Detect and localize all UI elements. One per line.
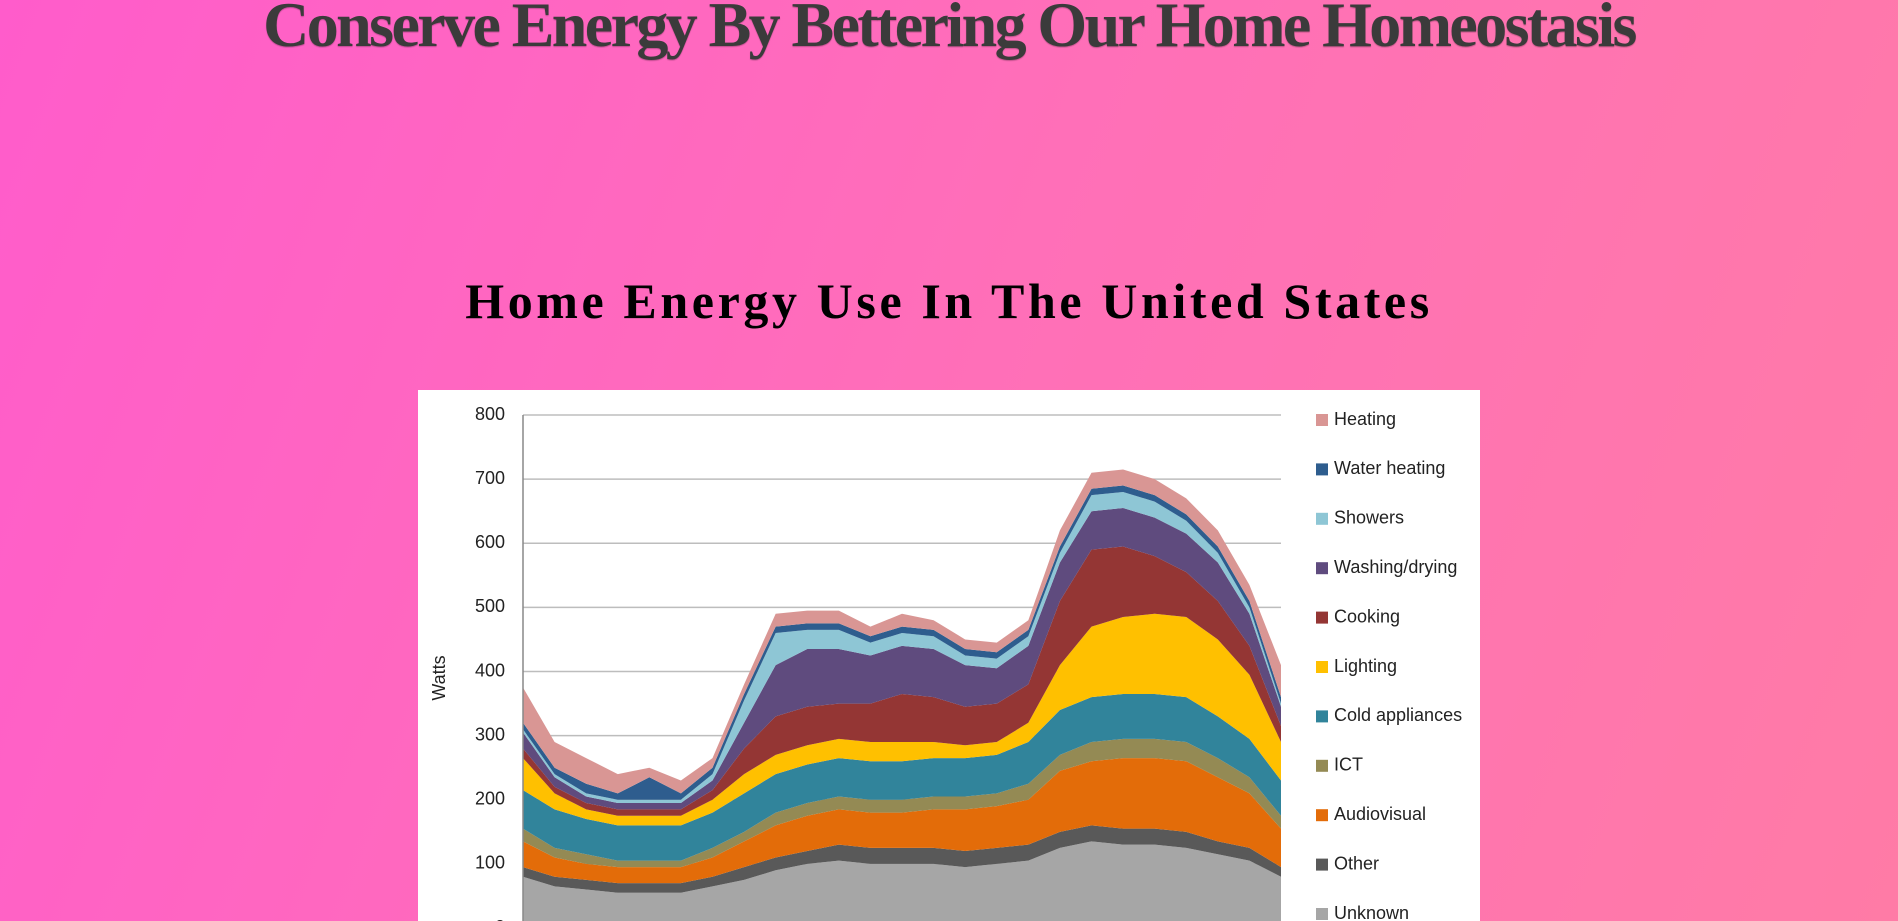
legend-swatch — [1316, 809, 1328, 822]
y-tick-label: 500 — [475, 596, 505, 616]
area — [523, 693, 1281, 861]
section-title: Home Energy Use In The United States — [465, 273, 1433, 329]
area — [523, 841, 1281, 921]
legend-swatch — [1316, 858, 1328, 871]
legend-swatch — [1316, 710, 1328, 723]
chart-container: Watts 0 100 200 300 400 500 600 700 800 Unknown Ot… — [418, 390, 1480, 921]
area — [523, 758, 1281, 884]
legend-label: Washing/drying — [1334, 557, 1457, 577]
y-axis-label: Watts — [429, 655, 449, 700]
legend-label: Cold appliances — [1334, 705, 1462, 725]
legend-swatch — [1316, 661, 1328, 673]
y-tick-label: 400 — [475, 660, 505, 680]
y-tick-label: 200 — [475, 789, 505, 809]
legend-label: ICT — [1334, 755, 1363, 775]
area — [523, 546, 1281, 816]
legend-swatch — [1316, 463, 1328, 476]
legend-label: Other — [1334, 853, 1379, 873]
legend-swatch — [1316, 759, 1328, 772]
legend-label: Heating — [1334, 409, 1396, 429]
y-tick-label: 800 — [475, 404, 505, 424]
area — [523, 738, 1281, 868]
legend-label: Unknown — [1334, 903, 1409, 921]
legend-swatch — [1316, 611, 1328, 624]
area — [523, 613, 1281, 826]
chart: Watts 0 100 200 300 400 500 600 700 800 Unknown Ot… — [429, 404, 1462, 921]
y-tick-label: 600 — [475, 532, 505, 552]
area — [523, 507, 1281, 810]
y-tick-label: 0 — [495, 917, 505, 921]
legend-swatch — [1316, 908, 1328, 920]
page-title: Conserve Energy By Bettering Our Home Ho… — [263, 0, 1637, 60]
legend-label: Lighting — [1334, 656, 1397, 676]
legend-label: Audiovisual — [1334, 804, 1426, 824]
y-tick-label: 700 — [475, 468, 505, 488]
y-tick-label: 100 — [475, 853, 505, 873]
legend-label: Cooking — [1334, 606, 1400, 626]
legend-label: Water heating — [1334, 458, 1445, 478]
y-tick-label: 300 — [475, 724, 505, 744]
legend-swatch — [1316, 562, 1328, 575]
area — [523, 825, 1281, 893]
legend-swatch — [1316, 414, 1328, 426]
legend-label: Showers — [1334, 508, 1404, 528]
legend-swatch — [1316, 512, 1328, 525]
